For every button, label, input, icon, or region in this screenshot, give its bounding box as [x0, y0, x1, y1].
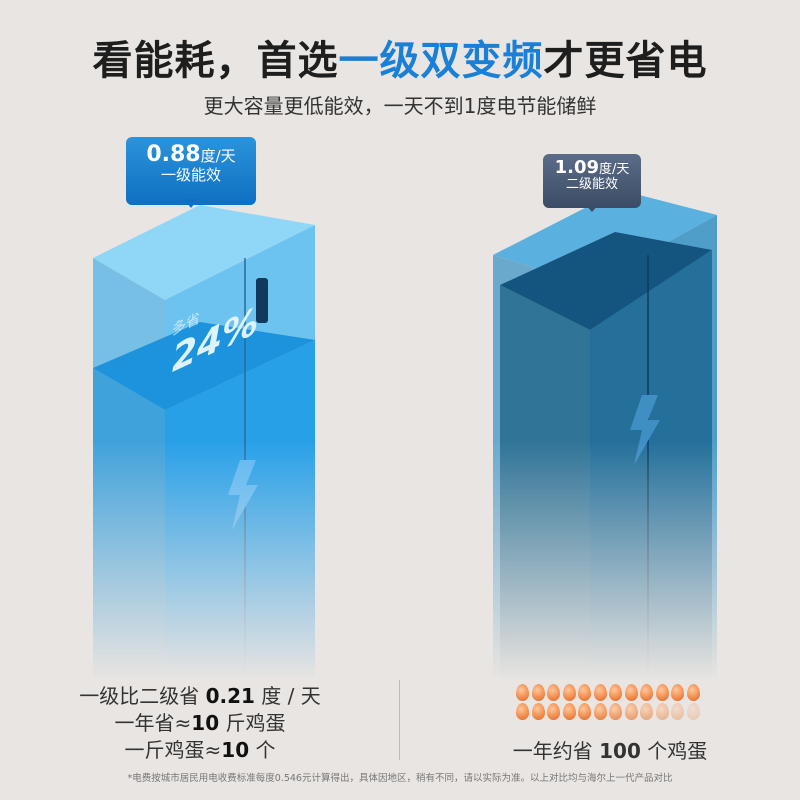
consumption-unit: 度/天 [200, 147, 236, 165]
egg-icon [593, 703, 607, 720]
text: 度 / 天 [254, 684, 321, 708]
egg-icon [516, 703, 529, 720]
headline-part1: 看能耗，首选 [92, 38, 339, 84]
energy-bubble-level1: 0.88度/天 一级能效 [126, 137, 256, 205]
lightning-icon [630, 395, 660, 465]
consumption-value: 1.09 [554, 157, 600, 178]
number: 0.21 [205, 684, 255, 708]
egg-icon [686, 703, 700, 720]
egg-icon [547, 684, 560, 701]
fridge-left [93, 205, 315, 680]
egg-icon [562, 703, 576, 720]
subtitle: 更大容量更低能效，一天不到1度电节能储鲜 [203, 94, 597, 118]
egg-icon [531, 703, 545, 720]
egg-icon [671, 684, 684, 701]
text: 个鸡蛋 [640, 739, 708, 763]
headline: 看能耗，首选一级双变频才更省电 [0, 28, 800, 86]
divider [399, 680, 400, 760]
egg-icon [640, 703, 653, 720]
egg-icon [609, 703, 622, 720]
bubble-pointer [184, 199, 198, 208]
text: 一年约省 [512, 739, 600, 763]
left-summary: 一级比二级省 0.21 度 / 天 一年省≈10 斤鸡蛋 一斤鸡蛋≈10 个 [60, 683, 340, 764]
egg-icon [531, 684, 545, 701]
egg-icon [640, 684, 653, 701]
number: 10 [221, 738, 250, 762]
right-summary: 一年约省 100 个鸡蛋 [480, 735, 740, 764]
egg-icon [578, 684, 591, 701]
text: 一年省≈ [114, 711, 192, 735]
egg-icon [516, 684, 529, 701]
consumption-unit: 度/天 [599, 162, 630, 177]
footnote: *电费按城市居民用电收费标准每度0.546元计算得出，具体因地区，稍有不同，请以… [127, 773, 673, 784]
number: 100 [599, 739, 641, 763]
egg-icon [593, 684, 607, 701]
lightning-icon [228, 460, 258, 530]
text: 斤鸡蛋 [219, 711, 286, 735]
number: 10 [191, 711, 220, 735]
text: 个 [249, 738, 276, 762]
egg-grid [516, 684, 700, 720]
egg-icon [671, 703, 684, 720]
egg-icon [686, 684, 700, 701]
headline-part2: 才更省电 [543, 38, 708, 84]
text: 一级比二级省 [79, 684, 206, 708]
egg-icon [655, 703, 669, 720]
egg-icon [624, 684, 638, 701]
egg-icon [624, 703, 638, 720]
headline-highlight: 一级双变频 [338, 38, 544, 84]
fridge-right [493, 190, 717, 680]
egg-icon [562, 684, 576, 701]
egg-icon [578, 703, 591, 720]
energy-bubble-level2: 1.09度/天 二级能效 [543, 154, 641, 208]
efficiency-level: 二级能效 [565, 176, 618, 192]
egg-icon [547, 703, 560, 720]
egg-icon [655, 684, 669, 701]
text: 一斤鸡蛋≈ [124, 738, 222, 762]
egg-icon [609, 684, 622, 701]
bubble-pointer [585, 204, 599, 212]
consumption-value: 0.88 [146, 142, 201, 167]
door-handle-icon [256, 278, 268, 323]
efficiency-level: 一级能效 [160, 166, 221, 185]
